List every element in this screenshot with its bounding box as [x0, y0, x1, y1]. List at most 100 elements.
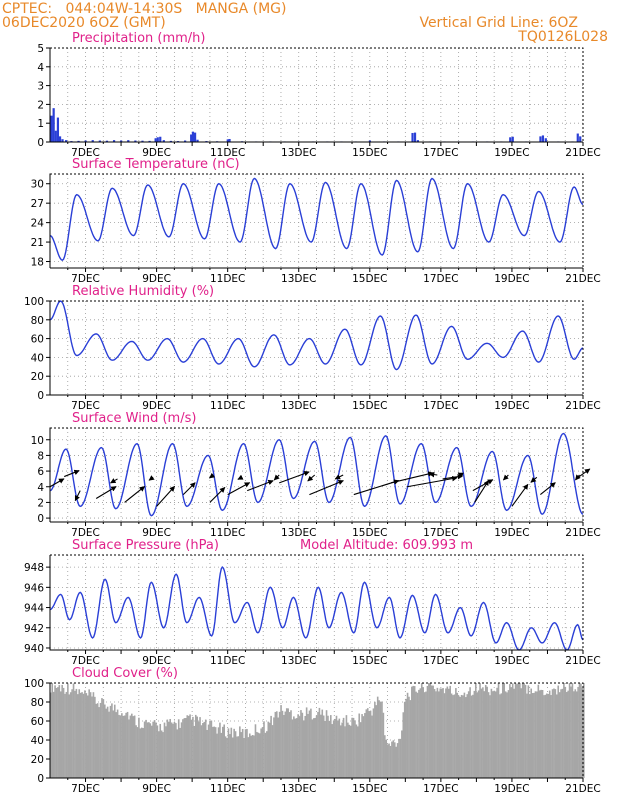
cloud-bar-81 [165, 726, 167, 778]
cloud-bar-345 [540, 689, 542, 778]
precip-bar-3 [56, 117, 60, 142]
cloud-bar-149 [261, 727, 264, 778]
humidity-ytick-label-0: 0 [37, 390, 44, 402]
cloud-bar-198 [331, 724, 334, 778]
cloud-bar-121 [221, 726, 224, 778]
cloud-bar-13 [68, 694, 71, 778]
cloud-bar-49 [119, 715, 122, 778]
header-code: TQ0126L028 [518, 29, 608, 45]
cloud-bar-218 [359, 722, 362, 778]
cloud-bar-158 [274, 711, 277, 778]
temperature-xtick-label-5: 17DEC [423, 273, 458, 285]
precip-bar-5 [61, 139, 64, 142]
cloud-bar-286 [456, 692, 459, 778]
cloud-bar-191 [321, 709, 324, 778]
cloud-bar-37 [102, 699, 105, 778]
cloud-bar-323 [509, 684, 511, 778]
cloud-bar-146 [257, 732, 260, 778]
cloud-bar-349 [546, 693, 548, 778]
cloud-bar-183 [310, 708, 312, 778]
cloud-bar-27 [88, 689, 90, 778]
precip-bar-1 [52, 108, 55, 142]
cloud-bar-117 [216, 733, 218, 778]
cloud-ytick-label-1: 20 [31, 754, 44, 766]
cloud-bar-211 [349, 725, 352, 778]
cloud-bar-261 [420, 683, 423, 778]
cloud-bar-8 [61, 684, 63, 778]
cloud-bar-262 [422, 687, 424, 778]
precip-xtick-label-7: 21DEC [565, 147, 600, 159]
cloud-bar-36 [101, 698, 103, 778]
cloud-bar-179 [304, 715, 307, 778]
cloud-bar-285 [455, 688, 457, 778]
cloud-bar-177 [301, 712, 304, 778]
wind-xtick-label-2: 11DEC [210, 527, 245, 539]
precip-bar-60 [544, 138, 547, 142]
cloud-bar-369 [574, 689, 577, 778]
wind-ytick-label-0: 0 [37, 513, 44, 525]
cloud-bar-346 [541, 690, 544, 778]
cloud-bar-166 [285, 708, 288, 778]
precip-bar-46 [411, 132, 414, 142]
precip-bar-23 [169, 140, 173, 142]
cloud-bar-175 [298, 716, 301, 778]
cloud-bar-350 [547, 693, 550, 778]
cloud-bar-131 [236, 736, 238, 778]
cloud-bar-300 [476, 692, 478, 778]
cloud-bar-207 [344, 726, 346, 778]
temperature-ytick-label-3: 27 [31, 198, 44, 210]
cloud-bar-147 [258, 733, 261, 778]
precip-bar-8 [77, 140, 80, 142]
wind-vector-9 [209, 487, 226, 503]
cloud-bar-359 [560, 689, 562, 778]
precip-bar-9 [84, 140, 87, 142]
cloud-bar-154 [268, 722, 271, 778]
cloud-bar-257 [415, 691, 417, 778]
cloud-bar-172 [294, 718, 297, 778]
precip-ytick-label-2: 2 [37, 99, 44, 111]
cloud-bar-29 [91, 696, 93, 778]
wind-vector-16 [307, 474, 316, 482]
cloud-bar-132 [237, 736, 240, 778]
cloud-bar-363 [565, 692, 568, 778]
cloud-bar-253 [409, 700, 412, 778]
cloud-bar-357 [557, 685, 560, 778]
cloud-bar-278 [445, 688, 447, 778]
precip-bar-11 [98, 140, 101, 142]
cloud-bar-298 [473, 690, 476, 778]
panel-temperature: Surface Temperature (nC) 18 21 24 27 30 7DEC 9D… [31, 157, 601, 285]
humidity-xtick-label-0: 7DEC [71, 400, 100, 412]
cloud-bar-105 [199, 717, 201, 778]
cloud-bar-302 [479, 683, 481, 778]
humidity-xtick-label-7: 21DEC [565, 400, 600, 412]
cloud-bar-156 [271, 725, 274, 778]
cloud-bar-326 [513, 688, 515, 778]
wind-xtick-label-6: 19DEC [494, 527, 529, 539]
cloud-xtick-label-3: 13DEC [281, 783, 316, 795]
cloud-bar-365 [568, 683, 571, 778]
cloud-bar-14 [69, 692, 72, 778]
cloud-bar-108 [203, 721, 206, 778]
cloud-bar-162 [280, 705, 282, 778]
cloud-bar-60 [135, 725, 137, 778]
cloud-bar-272 [436, 687, 439, 778]
wind-vector-24 [457, 472, 464, 478]
cloud-bar-5 [57, 687, 59, 778]
precip-bar-56 [511, 136, 514, 142]
cloud-bar-185 [312, 718, 315, 778]
humidity-xtick-label-5: 17DEC [423, 400, 458, 412]
pressure-ytick-label-0: 940 [24, 643, 44, 655]
cloud-bar-56 [129, 715, 132, 778]
humidity-line [49, 300, 584, 371]
wind-vector-15 [279, 470, 310, 484]
cloud-xtick-label-5: 17DEC [423, 783, 458, 795]
cloud-bar-64 [140, 727, 143, 778]
precip-bar-47 [413, 132, 417, 142]
cloud-bar-25 [85, 693, 88, 778]
cloud-bar-21 [79, 692, 82, 778]
wind-vector-1 [64, 469, 80, 478]
cloud-bar-135 [241, 728, 244, 778]
cloud-bar-68 [146, 722, 149, 778]
cloud-bar-189 [318, 707, 321, 778]
cloud-bar-203 [338, 718, 341, 778]
